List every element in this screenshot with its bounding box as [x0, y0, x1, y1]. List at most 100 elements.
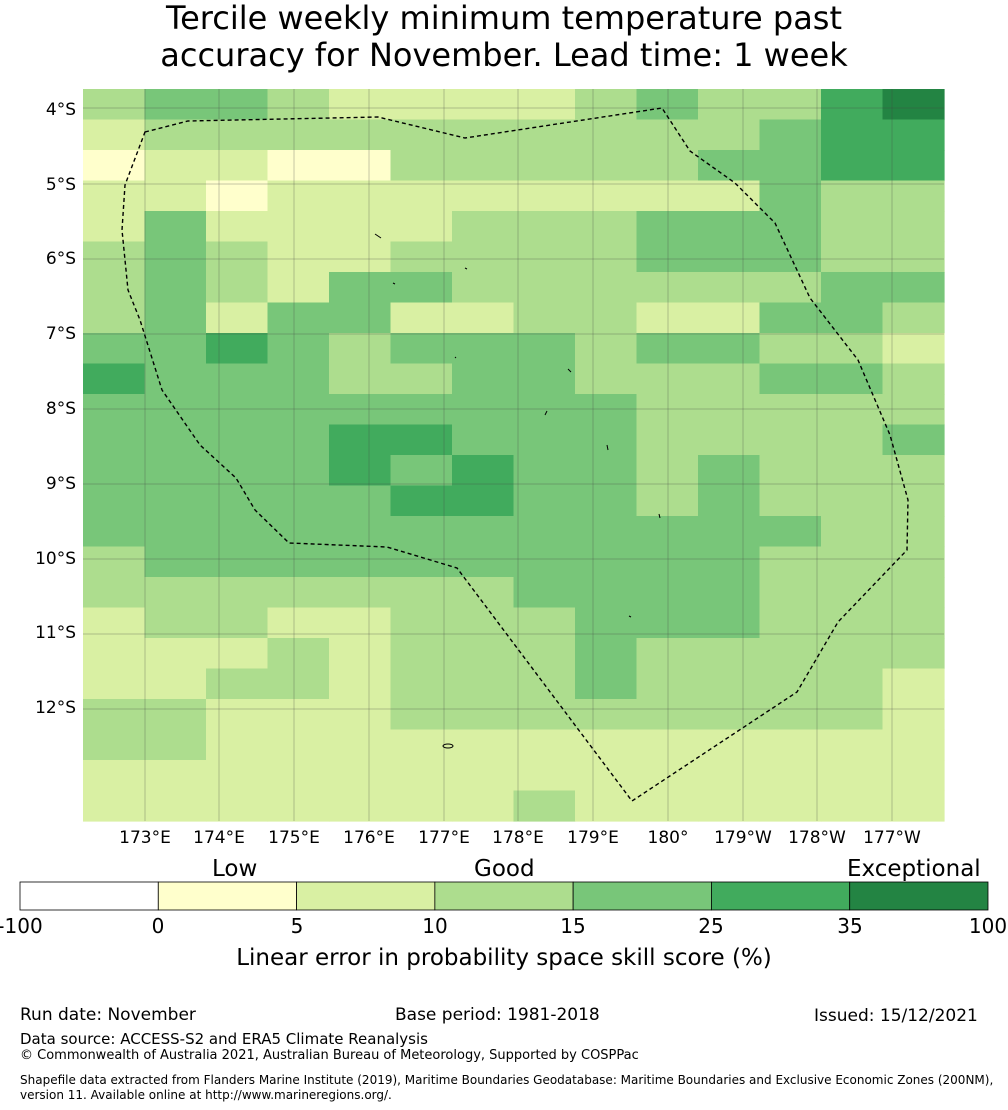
- grid-cell: [206, 638, 269, 670]
- grid-cell: [267, 363, 330, 395]
- grid-cell: [698, 211, 761, 243]
- colorbar-label: Linear error in probability space skill …: [236, 945, 772, 971]
- grid-cell: [144, 607, 207, 639]
- grid-cell: [83, 333, 146, 365]
- grid-cell: [698, 699, 761, 731]
- grid-cell: [575, 241, 638, 273]
- grid-cell: [267, 89, 330, 121]
- lat-label-4s: 4°S: [45, 100, 76, 120]
- lon-label-173e: 173°E: [119, 828, 171, 848]
- grid-cell: [821, 455, 884, 487]
- lat-label-9s: 9°S: [45, 474, 76, 494]
- grid-cell: [882, 180, 945, 212]
- run-date: Run date: November: [20, 1005, 196, 1025]
- grid-cell: [83, 577, 146, 609]
- grid-cell: [513, 455, 576, 487]
- grid-cell: [206, 699, 269, 731]
- grid-cell: [83, 272, 146, 304]
- grid-cell: [390, 272, 453, 304]
- grid-cell: [206, 363, 269, 395]
- grid-cell: [144, 394, 207, 426]
- cbar-tick-100: 100: [968, 914, 1008, 938]
- grid-cell: [882, 790, 945, 822]
- grid-cell: [144, 272, 207, 304]
- lon-label-174e: 174°E: [193, 828, 245, 848]
- grid-cell: [575, 302, 638, 334]
- grid-cell: [575, 760, 638, 792]
- grid-cell: [390, 760, 453, 792]
- lon-label-179w: 179°W: [714, 828, 772, 848]
- grid-cell: [882, 302, 945, 334]
- grid-cell: [390, 668, 453, 700]
- grid-cell: [821, 760, 884, 792]
- grid-cell: [698, 516, 761, 548]
- grid-cell: [83, 211, 146, 243]
- grid-cell: [267, 516, 330, 548]
- grid-cell: [759, 333, 822, 365]
- grid-cell: [513, 150, 576, 182]
- grid-cell: [329, 638, 392, 670]
- grid-cell: [452, 546, 515, 578]
- grid-cell: [452, 577, 515, 609]
- colorbar-segment: [296, 881, 436, 911]
- grid-cell: [206, 333, 269, 365]
- grid-cell: [329, 394, 392, 426]
- grid-cell: [144, 455, 207, 487]
- grid-cell: [390, 180, 453, 212]
- grid-cell: [698, 790, 761, 822]
- grid-cell: [206, 729, 269, 761]
- grid-cell: [329, 790, 392, 822]
- grid-cell: [759, 272, 822, 304]
- grid-cell: [575, 668, 638, 700]
- grid-cell: [267, 485, 330, 517]
- grid-cell: [144, 302, 207, 334]
- grid-cell: [452, 699, 515, 731]
- grid-cell: [698, 180, 761, 212]
- grid-cell: [267, 668, 330, 700]
- base-period: Base period: 1981-2018: [395, 1005, 600, 1025]
- grid-cell: [821, 180, 884, 212]
- grid-cell: [698, 638, 761, 670]
- grid-cell: [882, 607, 945, 639]
- grid-cell: [759, 668, 822, 700]
- grid-cell: [83, 790, 146, 822]
- grid-cell: [83, 607, 146, 639]
- lon-label-176e: 176°E: [343, 828, 395, 848]
- grid-cell: [390, 241, 453, 273]
- grid-cell: [636, 363, 699, 395]
- grid-cell: [636, 394, 699, 426]
- grid-cell: [513, 729, 576, 761]
- grid-cell: [267, 424, 330, 456]
- grid-cell: [821, 363, 884, 395]
- grid-cell: [513, 424, 576, 456]
- grid-cell: [390, 150, 453, 182]
- grid-cell: [636, 272, 699, 304]
- grid-cell: [267, 790, 330, 822]
- grid-cell: [329, 516, 392, 548]
- grid-cell: [575, 211, 638, 243]
- grid-cell: [575, 89, 638, 121]
- grid-cell: [390, 485, 453, 517]
- grid-cell: [575, 363, 638, 395]
- grid-cell: [452, 729, 515, 761]
- grid-cell: [698, 302, 761, 334]
- grid-cell: [267, 119, 330, 151]
- island: [374, 233, 382, 239]
- shapefile-credit-line-1: Shapefile data extracted from Flanders M…: [20, 1073, 994, 1087]
- grid-cell: [452, 516, 515, 548]
- grid-cell: [452, 424, 515, 456]
- category-exceptional: Exceptional: [847, 856, 981, 882]
- lon-label-178e: 178°E: [492, 828, 544, 848]
- grid-cell: [513, 333, 576, 365]
- grid-cell: [513, 180, 576, 212]
- skill-score-grid: [83, 89, 945, 822]
- cbar-tick-minus100: -100: [0, 914, 43, 938]
- grid-cell: [698, 729, 761, 761]
- grid-cell: [821, 577, 884, 609]
- grid-cell: [452, 638, 515, 670]
- grid-cell: [821, 638, 884, 670]
- grid-cell: [698, 150, 761, 182]
- grid-cell: [83, 485, 146, 517]
- grid-cell: [636, 89, 699, 121]
- grid-cell: [206, 424, 269, 456]
